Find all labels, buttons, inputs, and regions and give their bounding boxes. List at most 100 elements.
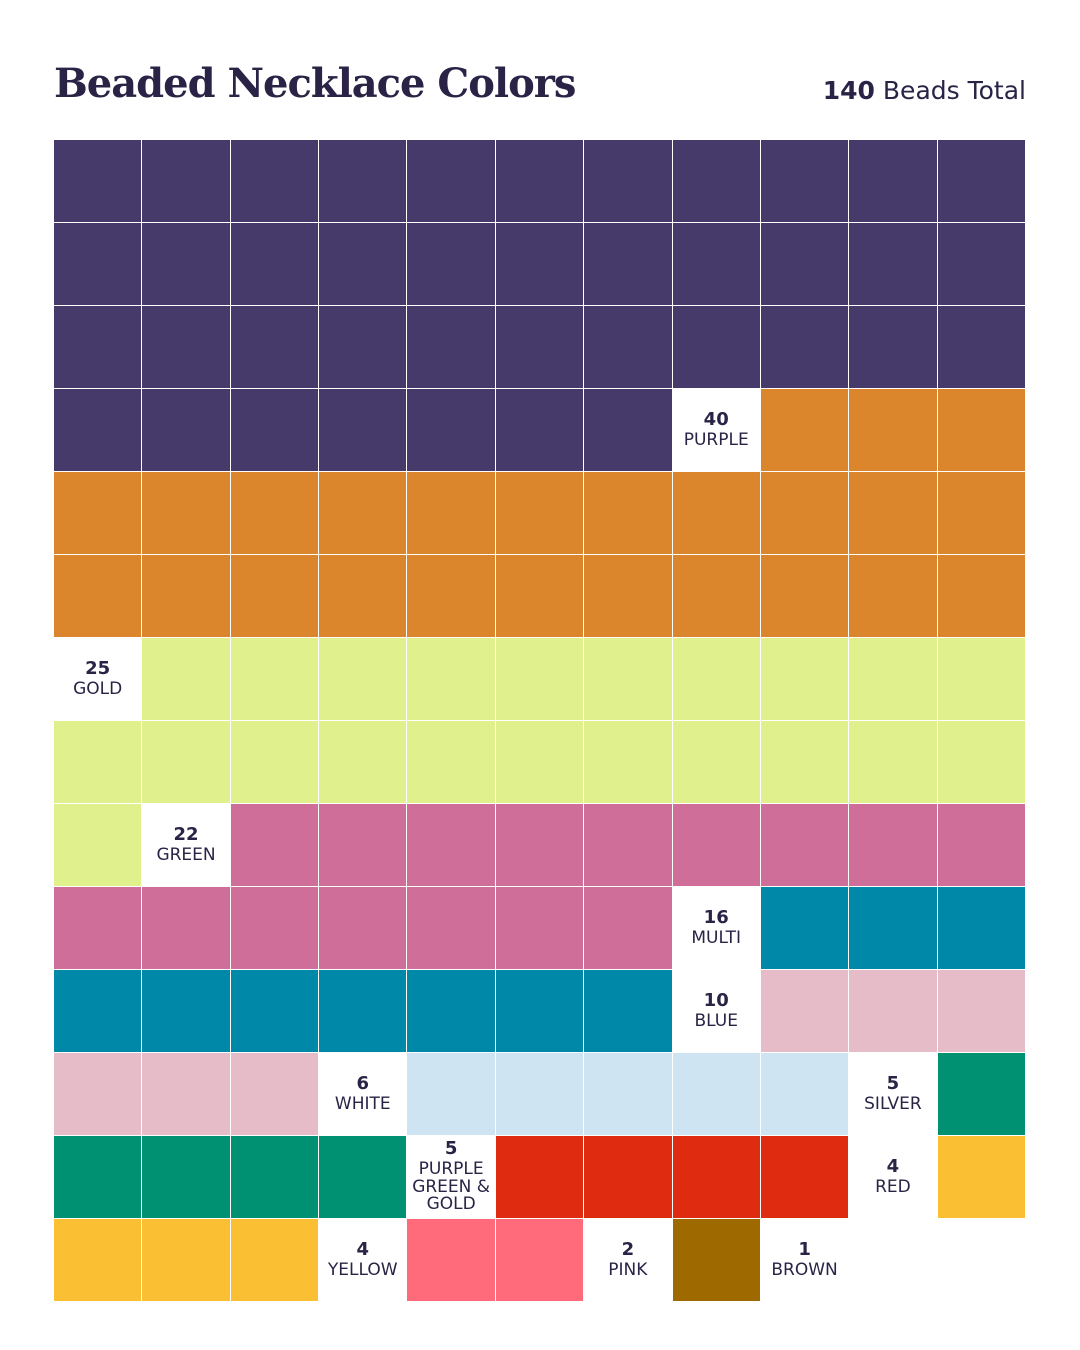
total: 140 Beads Total — [823, 76, 1026, 105]
bead-cell — [584, 306, 672, 388]
bead-cell — [584, 638, 672, 720]
bead-cell — [495, 1219, 584, 1301]
bead-cell — [319, 389, 407, 471]
bead-cell — [760, 887, 849, 969]
category-count: 5 — [444, 1137, 458, 1159]
bead-cell — [495, 804, 584, 886]
bead-cell — [849, 389, 937, 471]
bead-cell — [319, 223, 407, 305]
bead-cell — [319, 721, 407, 803]
bead-cell — [849, 555, 937, 637]
bead-cell — [142, 1136, 230, 1218]
bead-cell — [54, 1219, 142, 1301]
bead-cell — [937, 721, 1025, 803]
bead-cell — [672, 1136, 760, 1218]
bead-cell — [937, 306, 1025, 388]
bead-cell — [495, 1053, 584, 1135]
bead-cell — [319, 638, 407, 720]
bead-cell — [760, 638, 849, 720]
bead-cell — [54, 140, 142, 222]
category-label: 4 YELLOW — [319, 1219, 406, 1301]
bead-cell — [495, 389, 584, 471]
bead-cell — [54, 721, 142, 803]
bead-cell — [142, 638, 230, 720]
bead-cell — [54, 1136, 142, 1218]
bead-cell — [407, 140, 495, 222]
category-name: GREEN — [156, 844, 216, 865]
bead-cell — [937, 1136, 1025, 1218]
bead-cell — [407, 555, 495, 637]
bead-cell — [849, 306, 937, 388]
bead-cell — [142, 1053, 230, 1135]
bead-cell — [407, 1219, 495, 1301]
bead-cell — [584, 140, 672, 222]
bead-cell — [672, 1219, 760, 1301]
bead-cell — [230, 306, 319, 388]
category-name: SILVER — [864, 1093, 922, 1114]
waffle-grid: 40 PURPLE 25 GOLD 22 GREEN 16 MULTI 10 BLUE 6 WHITE… — [54, 140, 1026, 1302]
bead-cell — [584, 721, 672, 803]
bead-cell — [230, 389, 319, 471]
bead-cell — [672, 1053, 760, 1135]
bead-cell — [760, 804, 849, 886]
bead-cell — [760, 1053, 849, 1135]
total-label: Beads Total — [882, 76, 1026, 105]
bead-cell — [407, 970, 495, 1052]
bead-cell — [319, 804, 407, 886]
bead-cell — [142, 306, 230, 388]
bead-cell — [54, 887, 142, 969]
bead-cell — [230, 472, 319, 554]
bead-cell — [937, 472, 1025, 554]
bead-cell — [54, 555, 142, 637]
bead-cell — [849, 721, 937, 803]
category-count: 16 — [703, 906, 729, 928]
bead-cell — [230, 721, 319, 803]
category-name: PINK — [608, 1259, 648, 1280]
bead-cell — [319, 555, 407, 637]
bead-cell — [672, 472, 760, 554]
bead-cell — [54, 389, 142, 471]
bead-cell — [760, 555, 849, 637]
bead-cell — [760, 721, 849, 803]
bead-cell — [54, 970, 142, 1052]
category-label: 22 GREEN — [142, 804, 229, 886]
bead-cell — [495, 721, 584, 803]
category-count: 4 — [886, 1155, 900, 1177]
category-label: 10 BLUE — [673, 970, 760, 1052]
bead-cell — [407, 638, 495, 720]
bead-cell — [142, 721, 230, 803]
bead-cell — [760, 472, 849, 554]
category-name: WHITE — [334, 1093, 391, 1114]
bead-cell — [230, 887, 319, 969]
bead-cell — [54, 306, 142, 388]
bead-cell — [937, 804, 1025, 886]
category-count: 40 — [703, 408, 729, 430]
category-count: 5 — [886, 1072, 900, 1094]
bead-cell — [230, 1053, 319, 1135]
bead-cell — [407, 887, 495, 969]
bead-cell — [495, 970, 584, 1052]
bead-cell — [495, 555, 584, 637]
bead-cell — [937, 970, 1025, 1052]
category-label: 5 PURPLE GREEN & GOLD — [407, 1136, 494, 1218]
category-count: 2 — [621, 1238, 635, 1260]
bead-cell — [230, 1136, 319, 1218]
bead-cell — [672, 555, 760, 637]
bead-cell — [849, 472, 937, 554]
bead-cell — [760, 306, 849, 388]
bead-cell — [937, 389, 1025, 471]
bead-cell — [495, 1136, 584, 1218]
bead-cell — [319, 472, 407, 554]
bead-cell — [849, 804, 937, 886]
bead-cell — [760, 223, 849, 305]
category-count: 22 — [173, 823, 199, 845]
bead-cell — [142, 223, 230, 305]
bead-cell — [849, 638, 937, 720]
category-name: GOLD — [73, 678, 123, 699]
category-count: 10 — [703, 989, 729, 1011]
bead-cell — [584, 970, 672, 1052]
category-name: PURPLE — [683, 429, 749, 450]
bead-cell — [142, 887, 230, 969]
category-count: 4 — [356, 1238, 370, 1260]
category-name: RED — [875, 1176, 911, 1197]
